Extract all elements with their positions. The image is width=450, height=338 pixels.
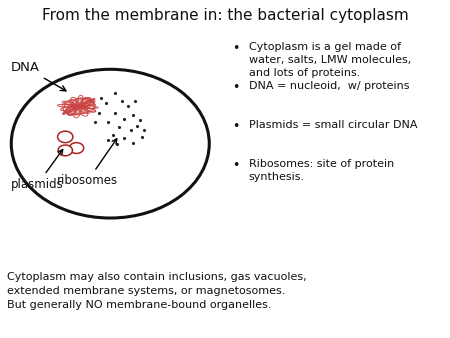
Text: Cytoplasm is a gel made of
water, salts, LMW molecules,
and lots of proteins.: Cytoplasm is a gel made of water, salts,… — [249, 42, 411, 78]
Text: Ribosomes: site of protein
synthesis.: Ribosomes: site of protein synthesis. — [249, 159, 394, 182]
Text: •: • — [232, 81, 239, 94]
Text: ribosomes: ribosomes — [57, 139, 118, 187]
Text: plasmids: plasmids — [11, 149, 64, 191]
Text: From the membrane in: the bacterial cytoplasm: From the membrane in: the bacterial cyto… — [41, 8, 409, 23]
Circle shape — [58, 145, 72, 156]
Text: •: • — [232, 120, 239, 133]
Circle shape — [58, 131, 73, 143]
Text: •: • — [232, 159, 239, 172]
Text: Cytoplasm may also contain inclusions, gas vacuoles,
extended membrane systems, : Cytoplasm may also contain inclusions, g… — [7, 272, 306, 310]
Text: Plasmids = small circular DNA: Plasmids = small circular DNA — [249, 120, 417, 130]
Text: DNA: DNA — [11, 61, 66, 91]
Text: •: • — [232, 42, 239, 55]
Text: DNA = nucleoid,  w/ proteins: DNA = nucleoid, w/ proteins — [249, 81, 410, 91]
Circle shape — [69, 143, 84, 153]
Ellipse shape — [11, 69, 209, 218]
